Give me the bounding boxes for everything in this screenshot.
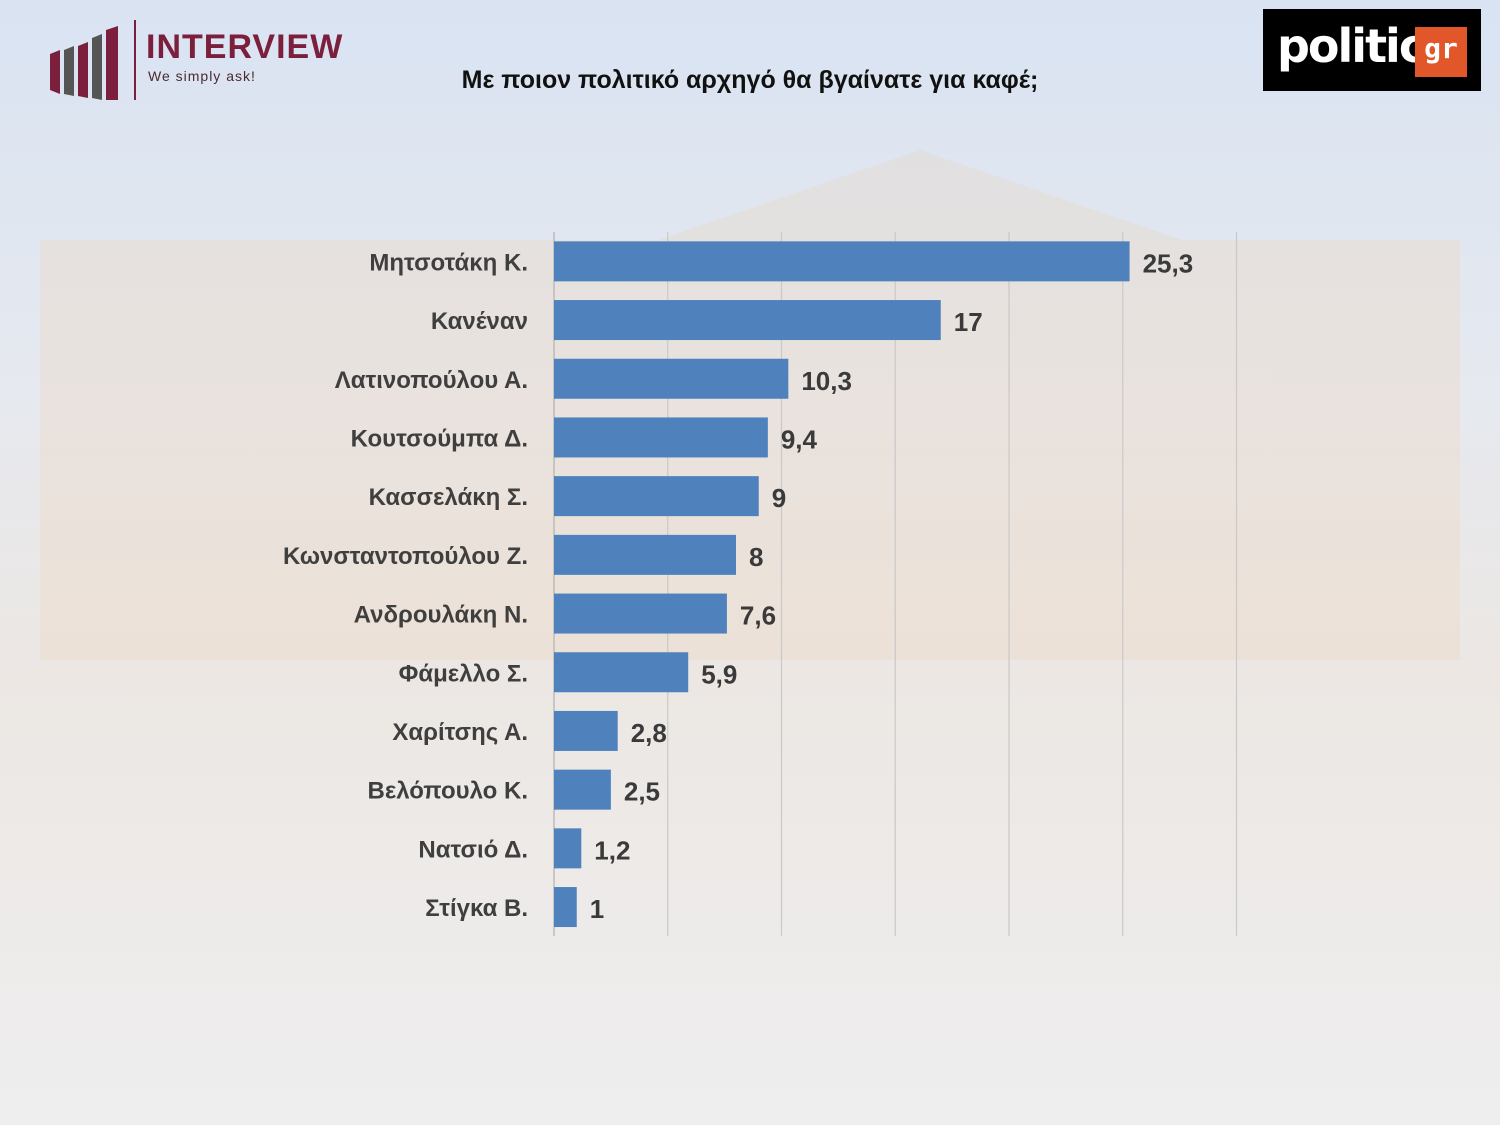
category-label: Ανδρουλάκη Ν.	[354, 602, 528, 629]
bar	[554, 358, 789, 399]
interview-logo-tagline: We simply ask!	[148, 68, 256, 84]
politic-logo: politic gr	[1263, 9, 1481, 91]
category-label: Φάμελλο Σ.	[399, 660, 528, 687]
chart-title: Με ποιον πολιτικό αρχηγό θα βγαίνατε για…	[461, 66, 1039, 94]
interview-logo: INTERVIEW We simply ask!	[46, 18, 376, 102]
value-label: 2,8	[631, 718, 667, 748]
value-label: 1	[590, 894, 604, 924]
bar	[554, 710, 618, 751]
bar	[554, 887, 577, 928]
category-label: Στίγκα Β.	[425, 895, 528, 922]
bar	[554, 417, 768, 458]
bar	[554, 828, 582, 869]
interview-logo-divider	[134, 20, 136, 100]
interview-logo-name: INTERVIEW	[146, 28, 344, 66]
bar	[554, 593, 727, 634]
category-label: Χαρίτσης Α.	[392, 719, 528, 746]
category-label: Λατινοπούλου Α.	[335, 367, 528, 394]
category-label: Νατσιό Δ.	[418, 836, 528, 863]
value-label: 5,9	[701, 659, 737, 689]
chart-gridlines	[553, 232, 1238, 936]
category-label: Κανέναν	[431, 308, 528, 335]
politic-logo-suffix: gr	[1415, 27, 1467, 77]
value-label: 2,5	[624, 777, 660, 807]
value-label: 10,3	[801, 366, 852, 396]
category-label: Μητσοτάκη Κ.	[369, 249, 528, 276]
interview-logo-bars-icon	[50, 26, 118, 100]
value-label: 25,3	[1143, 248, 1194, 278]
bar	[554, 241, 1130, 282]
category-label: Βελόπουλο Κ.	[368, 778, 529, 805]
chart-category-labels: Μητσοτάκη Κ. Κανέναν Λατινοπούλου Α. Κουτσο…	[283, 249, 528, 922]
bar	[554, 534, 736, 575]
value-label: 8	[749, 542, 763, 572]
category-label: Κουτσούμπα Δ.	[351, 425, 528, 452]
category-label: Κασσελάκη Σ.	[369, 484, 528, 511]
bar	[554, 476, 759, 517]
politic-logo-word: politic	[1277, 19, 1426, 73]
value-label: 7,6	[740, 601, 776, 631]
chart-value-labels: 25,3 17 10,3 9,4 98 7,65,9 2,8 2,5 1,2 1	[590, 248, 1193, 924]
value-label: 1,2	[594, 835, 630, 865]
bar	[554, 300, 941, 341]
value-label: 9,4	[781, 424, 818, 454]
bar	[554, 652, 689, 693]
value-label: 9	[772, 483, 786, 513]
chart-bars	[554, 241, 1130, 928]
bar	[554, 769, 611, 810]
category-label: Κωνσταντοπούλου Ζ.	[283, 543, 528, 570]
value-label: 17	[954, 307, 983, 337]
